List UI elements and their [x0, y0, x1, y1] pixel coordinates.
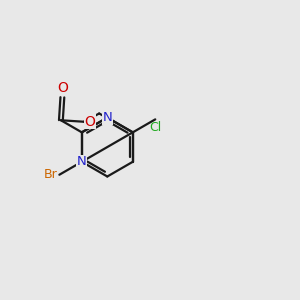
Text: Cl: Cl	[149, 121, 161, 134]
Text: O: O	[85, 115, 95, 129]
Text: N: N	[77, 155, 87, 168]
Text: Br: Br	[43, 168, 57, 181]
Text: O: O	[57, 81, 68, 95]
Text: N: N	[102, 111, 112, 124]
